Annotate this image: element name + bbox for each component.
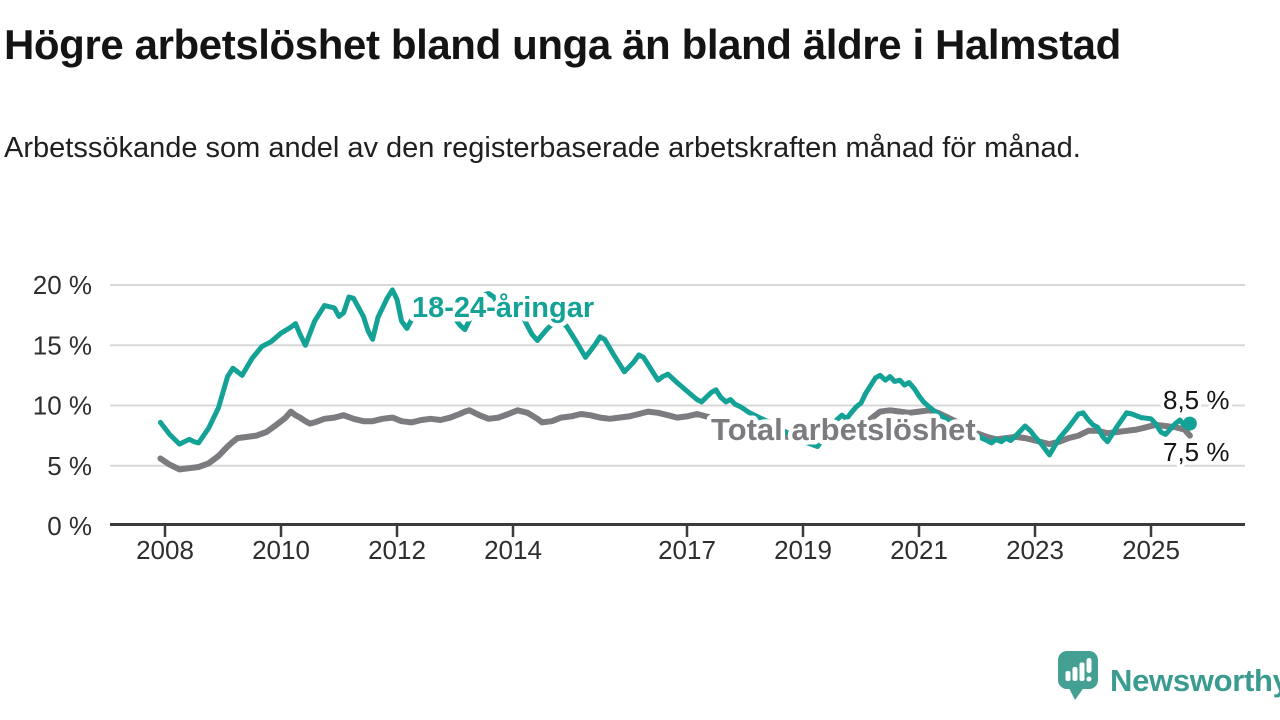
x-tick-label-2012: 2012	[368, 535, 426, 565]
x-tick-label-2017: 2017	[658, 535, 716, 565]
y-tick-label-20: 20 %	[33, 270, 92, 300]
y-tick-label-0: 0 %	[47, 511, 92, 541]
x-tick-label-2014: 2014	[484, 535, 542, 565]
x-tick-label-2025: 2025	[1122, 535, 1180, 565]
page-subtitle: Arbetssökande som andel av den registerb…	[4, 132, 1081, 164]
newsworthy-speech-bubble-bar-chart-icon	[1058, 651, 1098, 700]
line-18-24-ringar	[157, 287, 1193, 458]
x-tick-label-2008: 2008	[136, 535, 194, 565]
y-tick-label-10: 10 %	[33, 391, 92, 421]
newsworthy-logo: Newsworthy	[1058, 651, 1280, 700]
y-tick-label-15: 15 %	[33, 330, 92, 360]
y-tick-label-5: 5 %	[47, 451, 92, 481]
x-tick-label-2019: 2019	[774, 535, 832, 565]
x-tick-label-2023: 2023	[1006, 535, 1064, 565]
end-value-label-youth: 8,5 %	[1163, 385, 1230, 415]
unemployment-line-chart: 2008 2010 2012 2014 2017 2019 2021 2023 2025 0 % 5…	[33, 270, 1245, 565]
x-tick-label-2021: 2021	[890, 535, 948, 565]
series-label-youth: 18-24-åringar	[412, 292, 594, 324]
page-title: Högre arbetslöshet bland unga än bland ä…	[4, 21, 1121, 68]
newsworthy-wordmark: Newsworthy	[1110, 663, 1280, 698]
end-value-label-total: 7,5 %	[1163, 437, 1230, 467]
series-label-total: Total arbetslöshet	[711, 412, 976, 447]
series-end-dot	[1182, 416, 1197, 431]
x-tick-label-2010: 2010	[252, 535, 310, 565]
